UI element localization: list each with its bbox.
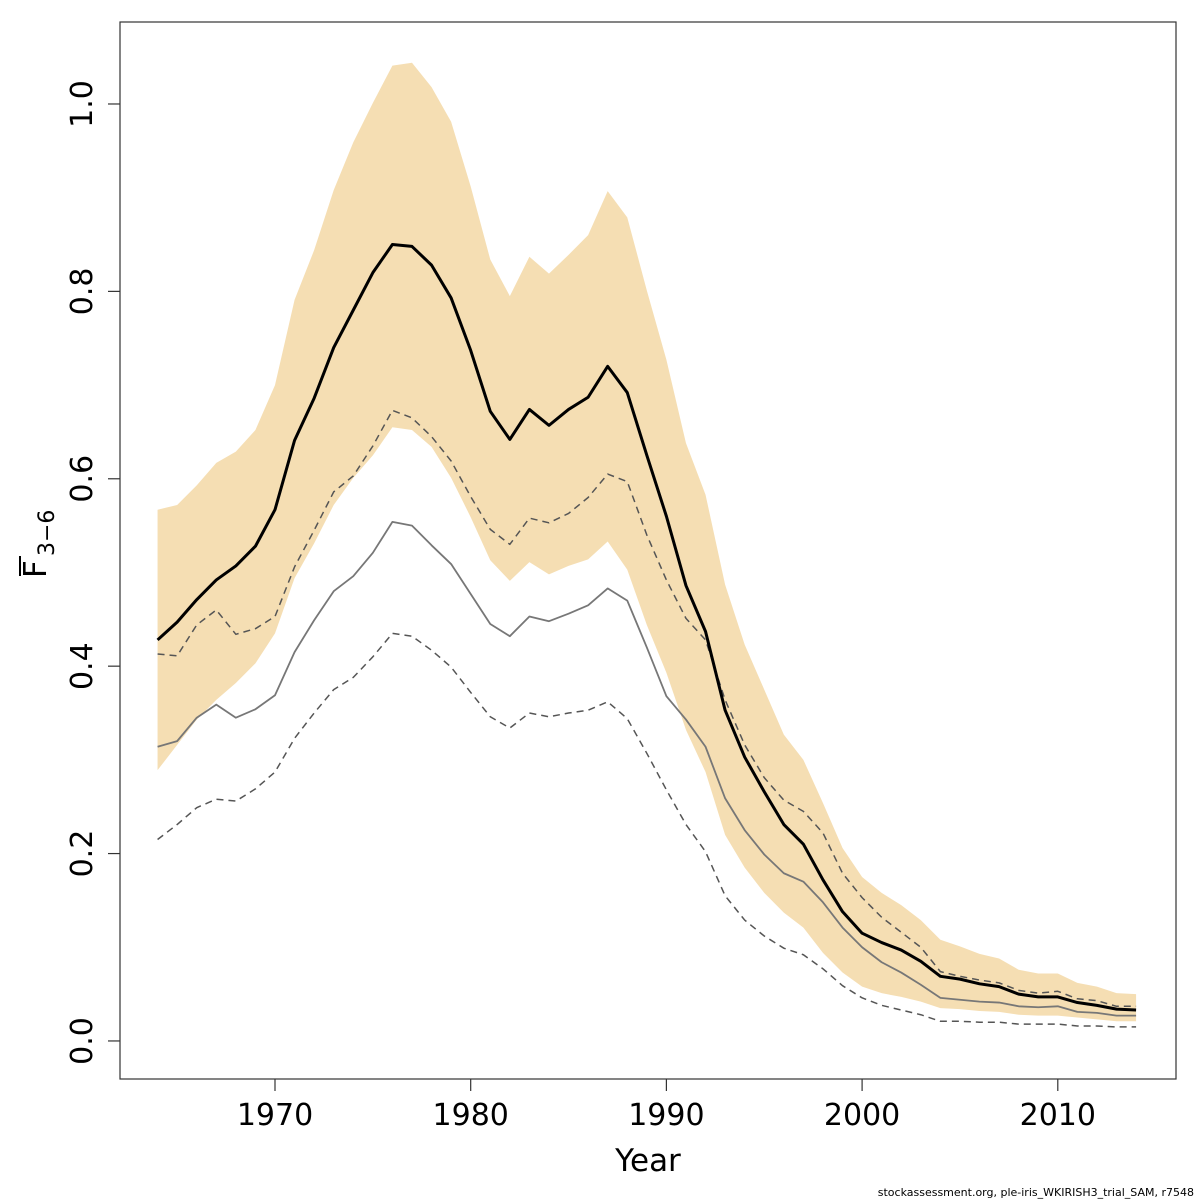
x-tick-label: 2000	[824, 1098, 900, 1133]
series-line	[157, 632, 1137, 1028]
x-tick-label: 1990	[628, 1098, 704, 1133]
y-axis-label-subscript: 3−6	[35, 510, 60, 556]
y-tick-label: 0.0	[65, 1017, 100, 1065]
series-line	[157, 409, 1137, 1008]
series-line	[157, 520, 1137, 1017]
confidence-band	[157, 62, 1137, 1022]
y-axis-label-main: F	[18, 560, 54, 578]
footnote: stockassessment.org, ple-iris_WKIRISH3_t…	[878, 1186, 1194, 1199]
y-tick-label: 0.8	[65, 268, 100, 316]
y-tick-label: 1.0	[65, 80, 100, 128]
y-tick-label: 0.4	[65, 642, 100, 690]
x-axis-label: Year	[614, 1143, 681, 1179]
series-line	[156, 243, 1137, 1012]
plot-frame	[119, 21, 1177, 1080]
x-tick-label: 1980	[433, 1098, 509, 1133]
x-tick-label: 1970	[237, 1098, 313, 1133]
y-tick-label: 0.2	[65, 830, 100, 878]
y-axis-label: F 3−6	[18, 510, 60, 578]
x-tick-label: 2010	[1020, 1098, 1096, 1133]
y-tick-label: 0.6	[65, 455, 100, 503]
